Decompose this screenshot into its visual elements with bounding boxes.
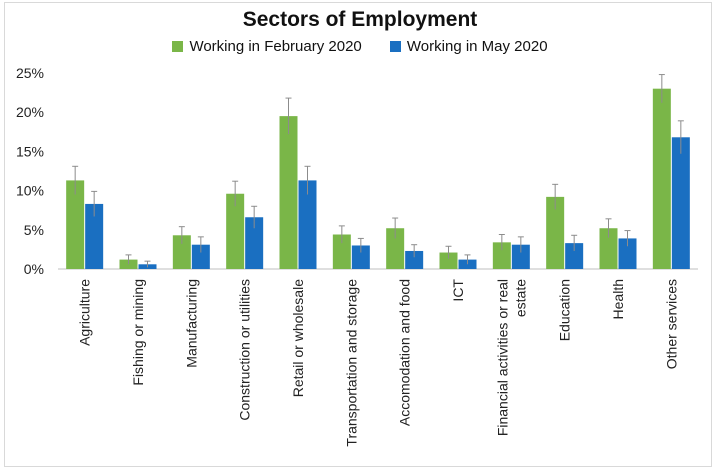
x-category-label-line: Agriculture (77, 279, 93, 346)
bar-february-9 (546, 196, 565, 269)
bar-may-6 (405, 250, 424, 269)
y-tick-label: 0% (24, 261, 44, 277)
x-category-label: Manufacturing (183, 279, 199, 368)
x-category-label: Construction or utilities (237, 279, 253, 421)
bar-may-10 (618, 238, 637, 269)
legend-swatch-series-2 (389, 41, 401, 52)
bar-february-2 (172, 235, 191, 269)
bar-february-8 (492, 242, 511, 269)
bar-february-6 (386, 228, 405, 269)
y-tick-label: 20% (16, 104, 44, 120)
legend-item-series-2: Working in May 2020 (389, 38, 548, 55)
x-category-label-line: Transportation and storage (343, 279, 359, 447)
bar-may-3 (245, 217, 264, 269)
x-category-label-line: Financial activities or real (494, 279, 510, 436)
x-category-label: Transportation and storage (343, 279, 359, 447)
x-category-label-line: Accomodation and food (397, 279, 413, 426)
chart-frame (4, 2, 712, 467)
bar-february-4 (279, 116, 298, 270)
legend-item-series-1: Working in February 2020 (172, 38, 362, 55)
x-category-label: Retail or wholesale (290, 279, 306, 397)
x-category-label: Financial activities or real estate (494, 279, 528, 436)
bar-february-5 (332, 234, 351, 269)
bar-february-7 (439, 252, 458, 269)
x-category-label-line: Education (557, 279, 573, 341)
bar-may-7 (458, 259, 477, 269)
bar-may-5 (351, 245, 370, 269)
legend-label-series-2: Working in May 2020 (406, 38, 548, 55)
legend-swatch-series-1 (172, 41, 184, 52)
bar-may-8 (511, 244, 530, 269)
x-category-label: Agriculture (77, 279, 93, 346)
legend: Working in February 2020 Working in May … (0, 38, 720, 56)
y-tick-label: 10% (16, 183, 44, 199)
x-category-label-line: Retail or wholesale (290, 279, 306, 397)
x-category-label: Accomodation and food (397, 279, 413, 426)
x-category-label: Fishing or mining (130, 279, 146, 386)
bar-february-3 (226, 193, 245, 269)
x-category-label: Education (557, 279, 573, 341)
chart-title: Sectors of Employment (242, 8, 478, 31)
y-tick-label: 15% (16, 143, 44, 159)
bar-may-2 (191, 244, 210, 269)
x-category-label: ICT (450, 279, 466, 302)
x-category-label-line: Other services (663, 279, 679, 369)
x-category-label-line: Health (610, 279, 626, 319)
bar-february-1 (119, 259, 138, 269)
bar-february-10 (599, 228, 618, 269)
y-tick-label: 5% (24, 222, 44, 238)
bar-february-0 (66, 180, 85, 269)
x-category-label: Other services (663, 279, 679, 369)
y-tick-label: 25% (16, 65, 44, 81)
bar-may-9 (565, 243, 584, 269)
x-category-label-line: estate (512, 279, 528, 317)
bar-may-0 (85, 203, 104, 269)
x-category-label-line: ICT (450, 279, 466, 302)
x-category-label-line: Manufacturing (183, 279, 199, 368)
x-category-label: Health (610, 279, 626, 319)
bar-may-11 (671, 137, 690, 269)
bar-may-4 (298, 180, 317, 269)
x-category-label-line: Fishing or mining (130, 279, 146, 386)
bar-february-11 (652, 88, 671, 270)
x-category-label-line: Construction or utilities (237, 279, 253, 421)
legend-label-series-1: Working in February 2020 (189, 38, 362, 55)
